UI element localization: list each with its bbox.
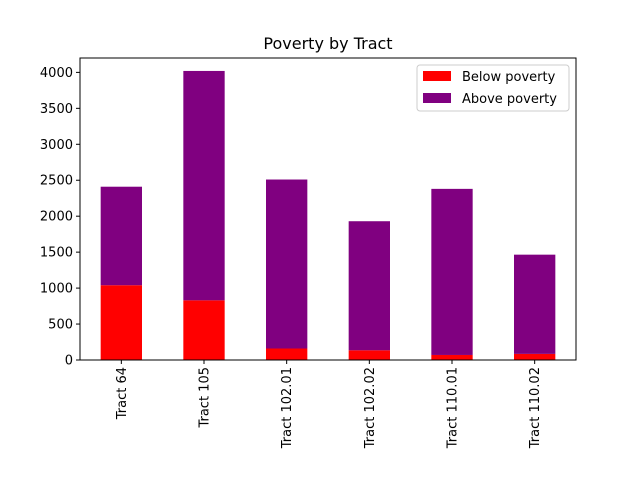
legend-swatch-above-poverty xyxy=(423,93,451,103)
y-tick-label: 1500 xyxy=(40,246,73,261)
y-tick-label: 4000 xyxy=(40,66,73,81)
y-tick-label: 3000 xyxy=(40,138,73,153)
x-tick-label: Tract 105 xyxy=(198,367,213,429)
y-tick-label: 3500 xyxy=(40,102,73,117)
legend-swatch-below-poverty xyxy=(423,71,451,81)
bar-below-poverty-0 xyxy=(100,285,142,360)
legend-box xyxy=(416,64,570,112)
chart-title: Poverty by Tract xyxy=(263,34,392,53)
legend-label-above-poverty: Above poverty xyxy=(462,92,557,107)
bar-below-poverty-2 xyxy=(266,348,308,360)
y-axis: 0 500 1000 1500 2000 2500 3000 3500 4000 xyxy=(40,66,80,369)
y-tick-label: 2000 xyxy=(40,210,73,225)
x-tick-label: Tract 110.01 xyxy=(446,367,461,449)
y-tick-label: 2500 xyxy=(40,174,73,189)
bar-above-poverty-2 xyxy=(266,179,308,349)
y-tick-label: 1000 xyxy=(40,282,73,297)
bar-above-poverty-0 xyxy=(100,186,142,286)
x-tick-label: Tract 102.02 xyxy=(363,367,378,449)
x-tick-label: Tract 64 xyxy=(115,367,130,420)
bar-above-poverty-5 xyxy=(514,254,556,354)
x-axis: Tract 64 Tract 105 Tract 102.01 Tract 102.0… xyxy=(115,360,543,449)
bar-above-poverty-1 xyxy=(183,70,225,301)
bar-below-poverty-4 xyxy=(431,354,473,360)
bars-group xyxy=(100,70,556,360)
x-tick-label: Tract 110.02 xyxy=(528,367,543,449)
legend-label-below-poverty: Below poverty xyxy=(462,70,556,85)
bar-below-poverty-5 xyxy=(514,353,556,360)
bar-below-poverty-3 xyxy=(348,350,390,360)
bar-above-poverty-4 xyxy=(431,188,473,355)
plot-frame xyxy=(79,57,577,361)
bar-above-poverty-3 xyxy=(348,221,390,351)
legend: Below poverty Above poverty xyxy=(416,64,570,112)
bar-below-poverty-1 xyxy=(183,300,225,360)
y-tick-label: 0 xyxy=(65,354,73,369)
x-tick-label: Tract 102.01 xyxy=(280,367,295,449)
y-tick-label: 500 xyxy=(48,318,73,333)
